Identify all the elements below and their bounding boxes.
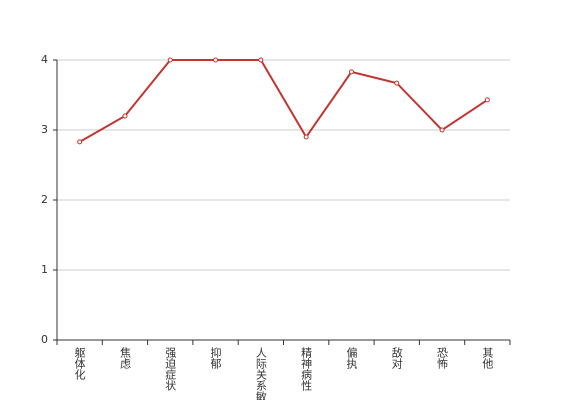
line [79, 59, 488, 143]
x-tick-label: 躯体化 [73, 347, 86, 381]
x-tick-label: 偏执 [345, 346, 358, 370]
x-tick-label: 人际关系敏感 [254, 347, 267, 400]
y-tick-label: 2 [41, 193, 48, 206]
x-tick-label: 强迫症状 [164, 347, 177, 391]
point [348, 69, 354, 75]
x-tick-label: 敌对 [390, 346, 403, 369]
x-tick-label: 其他 [481, 347, 494, 369]
point [484, 97, 490, 103]
point [167, 57, 173, 63]
y-tick-label: 3 [41, 123, 48, 136]
point [394, 80, 400, 86]
point [303, 134, 309, 140]
x-tick-label: 恐怖 [436, 347, 449, 369]
x-tick-label: 焦虑 [118, 347, 131, 369]
point [213, 57, 219, 63]
y-tick-label: 1 [41, 263, 48, 276]
point [439, 127, 445, 133]
point [258, 57, 264, 63]
y-tick-label: 0 [41, 333, 48, 346]
point [77, 139, 83, 145]
x-tick-label: 抑郁 [209, 346, 222, 369]
x-tick-label: 精神病性 [300, 347, 313, 392]
point [122, 113, 128, 119]
y-tick-label: 4 [41, 53, 48, 66]
